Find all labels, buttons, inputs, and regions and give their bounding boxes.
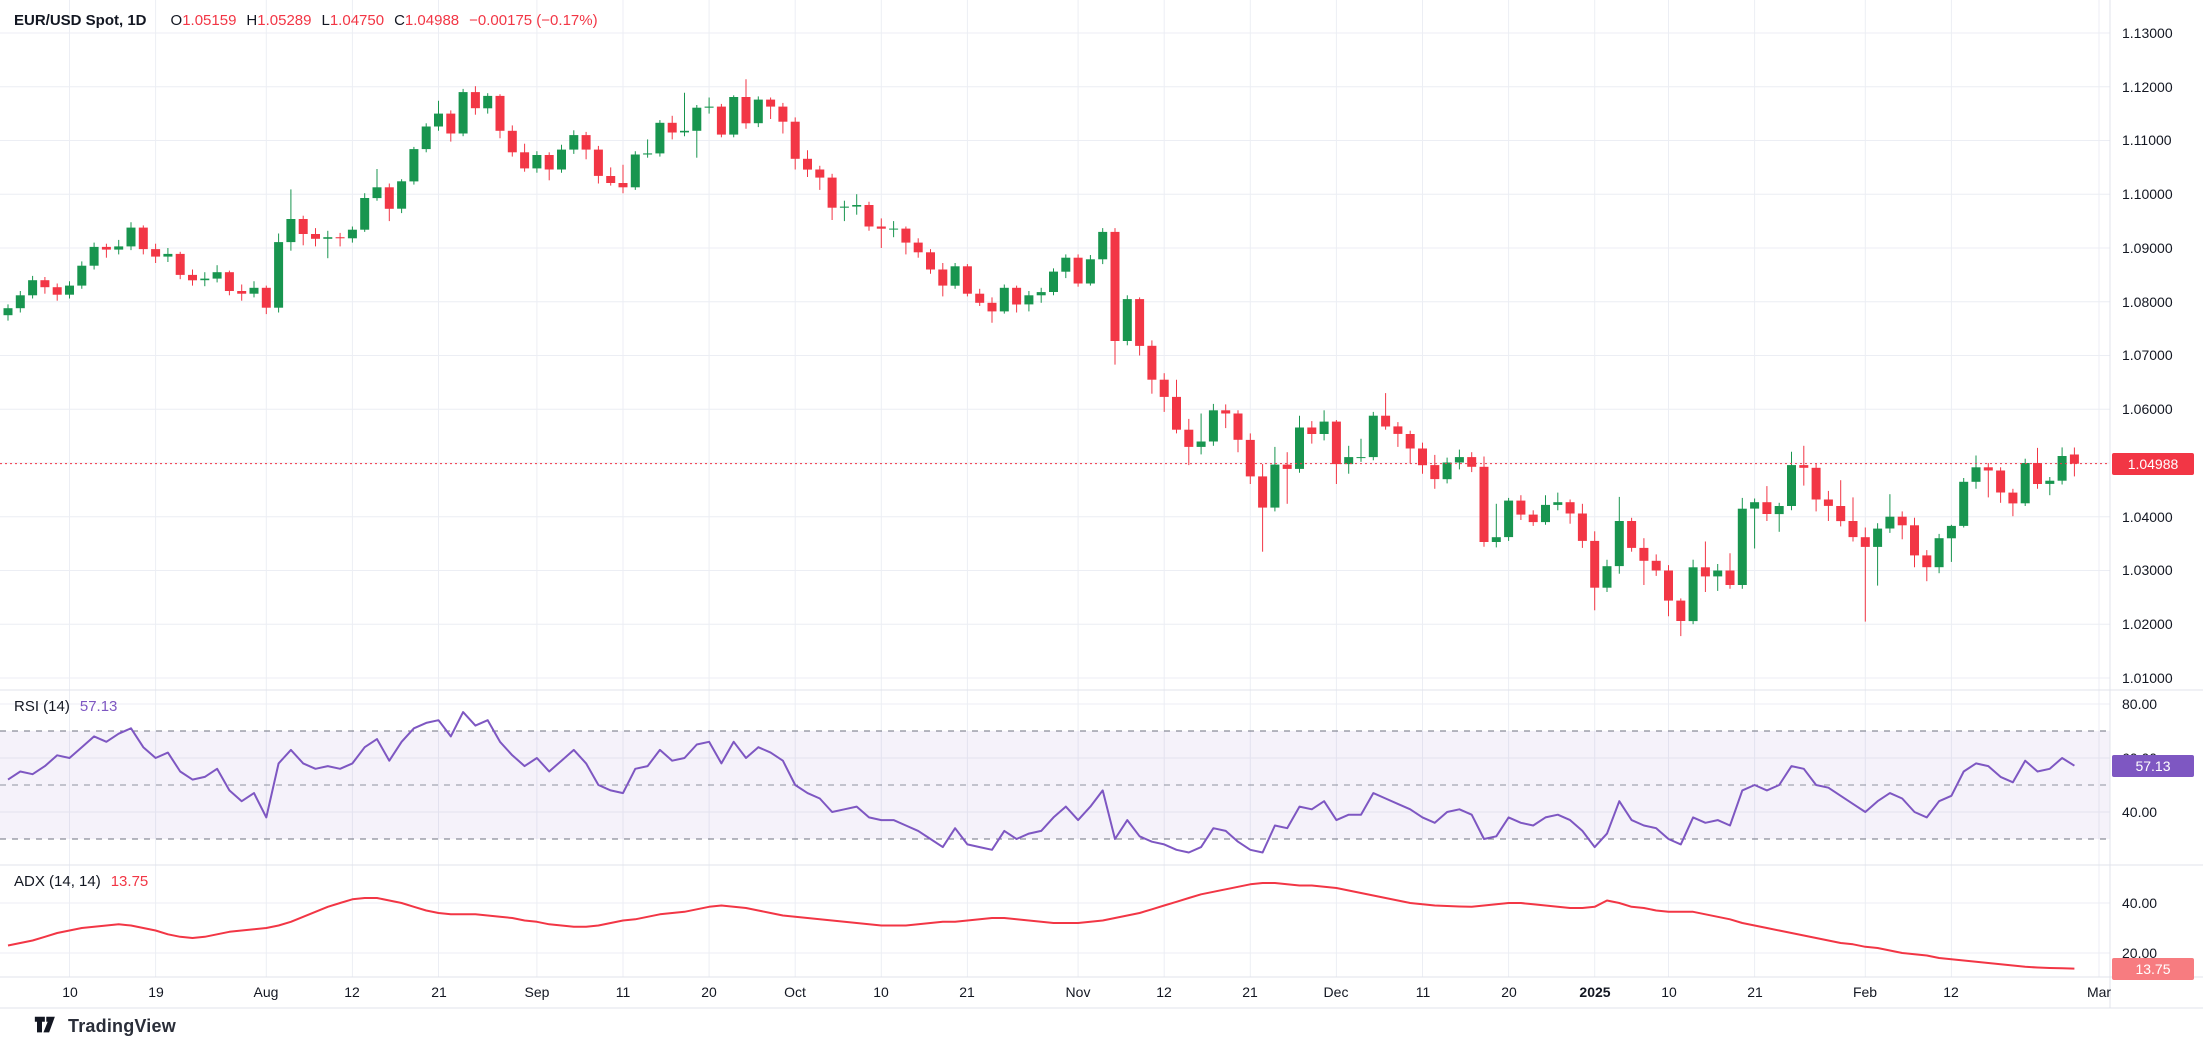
time-axis-tick: Dec	[1323, 984, 1349, 1000]
time-axis-tick: 12	[1156, 984, 1172, 1000]
open-label: O	[170, 12, 183, 29]
time-axis-tick: 2025	[1579, 984, 1611, 1000]
tradingview-logo-icon	[34, 1016, 60, 1036]
time-axis-tick: 12	[1943, 984, 1959, 1000]
price-axis-tick: 1.07000	[2122, 347, 2173, 363]
time-axis-tick: 21	[959, 984, 975, 1000]
price-axis-tick: 1.04000	[2122, 509, 2173, 525]
price-axis-tick: 1.08000	[2122, 294, 2173, 310]
time-axis-tick: Feb	[1852, 984, 1878, 1000]
rsi-indicator-header[interactable]: RSI (14) 57.13	[14, 698, 117, 715]
adx-axis-tick: 20.00	[2122, 945, 2158, 961]
time-axis-tick: 19	[148, 984, 164, 1000]
time-axis-tick: 21	[431, 984, 447, 1000]
price-axis-tick: 1.01000	[2122, 670, 2173, 686]
high-label: H	[246, 12, 258, 29]
time-axis-tick: 20	[1501, 984, 1517, 1000]
time-axis-tick: 12	[344, 984, 360, 1000]
tradingview-logo-text: TradingView	[68, 1015, 176, 1036]
rsi-axis-tick: 80.00	[2122, 696, 2158, 712]
price-axis-tick: 1.09000	[2122, 240, 2173, 256]
adx-value: 13.75	[110, 873, 149, 890]
tradingview-attribution[interactable]: TradingView	[34, 1014, 176, 1038]
symbol-title[interactable]: EUR/USD Spot, 1D	[14, 12, 147, 29]
time-axis-tick: 21	[1747, 984, 1763, 1000]
price-axis-tick: 1.10000	[2122, 186, 2173, 202]
price-axis-tick: 1.12000	[2122, 79, 2173, 95]
time-axis-tick: Sep	[524, 984, 550, 1000]
high-value: 1.05289	[257, 12, 312, 29]
rsi-value: 57.13	[79, 698, 118, 715]
adx-indicator-header[interactable]: ADX (14, 14) 13.75	[14, 873, 148, 890]
adx-label: ADX (14, 14)	[14, 873, 101, 890]
price-axis-tick: 1.13000	[2122, 25, 2173, 41]
low-value: 1.04750	[329, 12, 385, 29]
time-axis-tick: 21	[1242, 984, 1258, 1000]
time-axis-tick: Oct	[784, 984, 806, 1000]
rsi-axis-tick: 40.00	[2122, 804, 2158, 820]
low-label: L	[321, 12, 330, 29]
close-value: 1.04988	[404, 12, 460, 29]
time-axis-tick: Nov	[1065, 984, 1091, 1000]
time-axis-tick: 10	[62, 984, 78, 1000]
time-axis-tick: Mar	[2086, 984, 2112, 1000]
price-axis-tick: 1.11000	[2122, 132, 2172, 148]
price-axis-tick: 1.02000	[2122, 616, 2173, 632]
adx-value-badge: 13.75	[2112, 957, 2194, 980]
time-axis-tick: 10	[873, 984, 889, 1000]
time-axis-tick: 11	[615, 984, 631, 1000]
chart-header: EUR/USD Spot, 1D O1.05159 H1.05289 L1.04750…	[14, 12, 598, 29]
time-axis-tick: Aug	[253, 984, 279, 1000]
last-price-badge: 1.04988	[2112, 452, 2194, 475]
rsi-value-badge: 57.13	[2112, 754, 2194, 777]
rsi-label: RSI (14)	[14, 698, 70, 715]
time-axis-tick: 20	[701, 984, 717, 1000]
price-axis-tick: 1.06000	[2122, 401, 2173, 417]
open-value: 1.05159	[182, 12, 237, 29]
time-axis-tick: 10	[1661, 984, 1677, 1000]
price-axis-tick: 1.03000	[2122, 562, 2173, 578]
close-label: C	[394, 12, 405, 29]
adx-axis-tick: 40.00	[2122, 895, 2158, 911]
change-value: −0.00175 (−0.17%)	[469, 12, 598, 29]
time-axis-tick: 11	[1415, 984, 1431, 1000]
